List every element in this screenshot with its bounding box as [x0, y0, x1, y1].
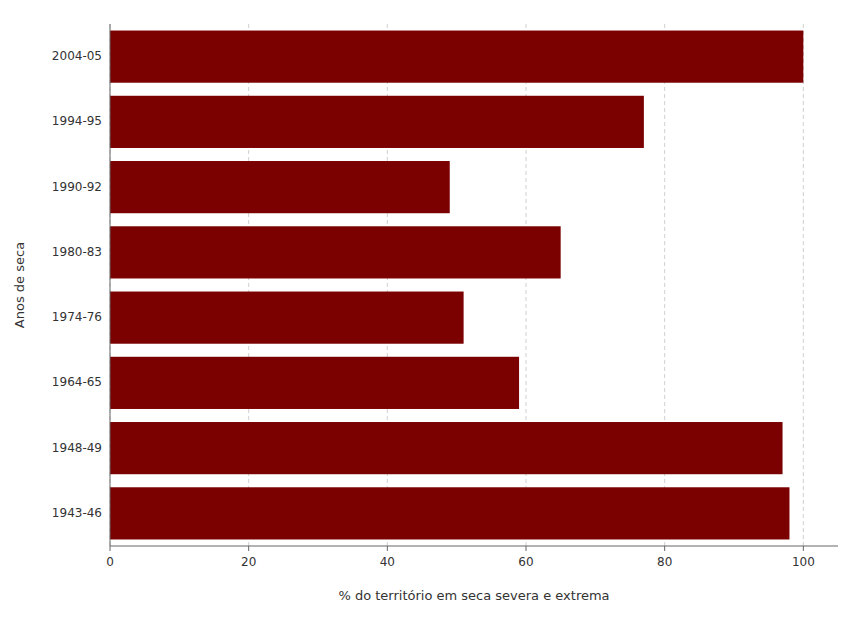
chart-svg: 0 20 40 60 80 100 2004-05 1994-95 1990-92 1980-83…: [0, 0, 868, 622]
y-tick-label: 1980-83: [52, 245, 102, 259]
bar: [110, 292, 464, 344]
x-axis-line: [110, 546, 838, 547]
y-tick-label: 2004-05: [52, 49, 102, 63]
y-tick-label: 1990-92: [52, 180, 102, 194]
y-axis: 2004-05 1994-95 1990-92 1980-83 1974-76 1964-…: [52, 24, 110, 546]
y-axis-title: Anos de seca: [12, 242, 27, 328]
y-tick-label: 1964-65: [52, 375, 102, 389]
x-tick: [248, 546, 249, 551]
x-tick-label: 100: [792, 555, 815, 569]
y-tick-label: 1974-76: [52, 310, 102, 324]
x-tick: [387, 546, 388, 551]
grid-line: [110, 24, 111, 546]
x-tick-label: 0: [106, 555, 114, 569]
x-tick: [526, 546, 527, 551]
x-tick: [664, 546, 665, 551]
bar: [110, 161, 450, 213]
x-tick-label: 60: [518, 555, 533, 569]
y-tick-label: 1948-49: [52, 441, 102, 455]
bar: [110, 422, 783, 474]
bars: [110, 31, 803, 540]
x-tick-label: 40: [380, 555, 395, 569]
bar: [110, 31, 803, 83]
chart-container: 0 20 40 60 80 100 2004-05 1994-95 1990-92 1980-83…: [0, 0, 868, 622]
bar: [110, 226, 561, 278]
grid-line: [803, 24, 804, 546]
x-axis: 0 20 40 60 80 100: [106, 546, 838, 569]
y-tick-label: 1994-95: [52, 114, 102, 128]
bar: [110, 96, 644, 148]
x-axis-title: % do território em seca severa e extrema: [338, 588, 609, 603]
y-axis-line: [110, 24, 111, 546]
x-tick: [110, 546, 111, 551]
bar: [110, 357, 519, 409]
x-tick: [803, 546, 804, 551]
x-tick-label: 80: [657, 555, 672, 569]
bar: [110, 487, 789, 539]
y-tick-label: 1943-46: [52, 506, 102, 520]
grid: [110, 24, 803, 546]
x-tick-label: 20: [241, 555, 256, 569]
